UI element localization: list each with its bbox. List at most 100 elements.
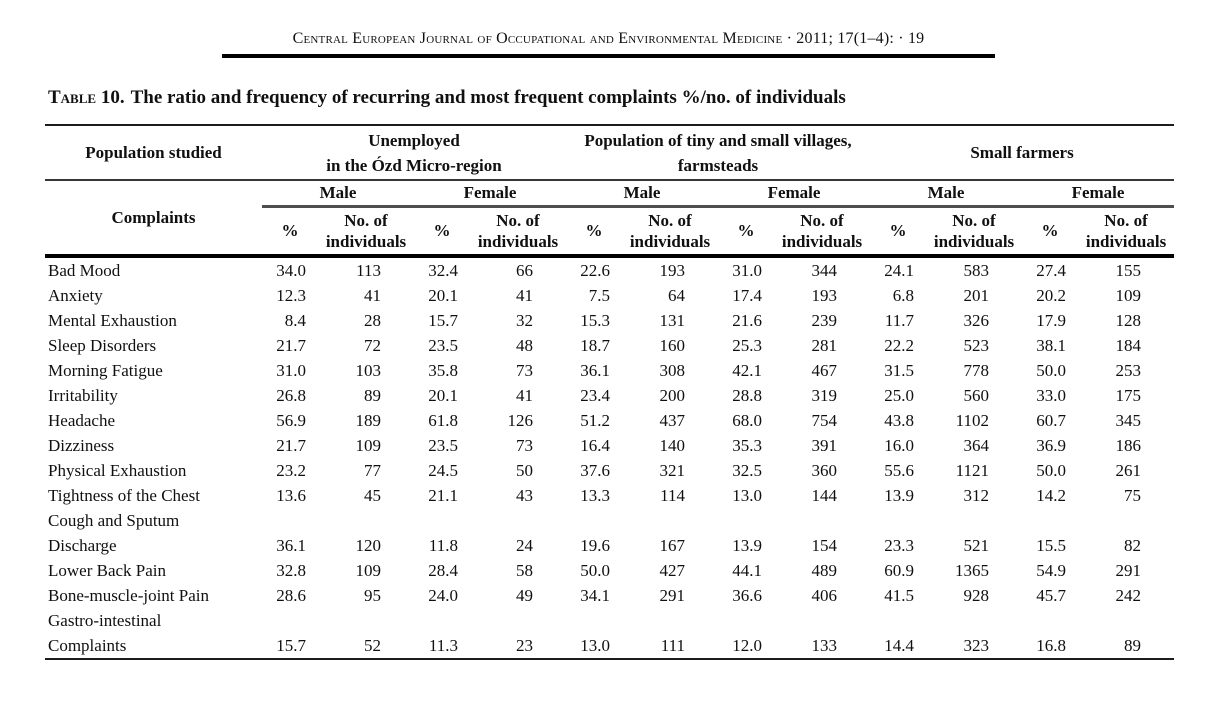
- percent-value-cell: 31.0: [276, 361, 306, 380]
- individuals-value-cell: 113: [356, 261, 381, 280]
- individuals-value-cell: 144: [811, 486, 838, 505]
- complaint-row: Morning Fatigue 31.0 103 35.8 73 36.1 308 42.1 4…: [45, 358, 1174, 383]
- individuals-value-cell: 160: [659, 336, 686, 355]
- individuals-value-cell: 201: [963, 286, 990, 305]
- individuals-value-cell: 242: [1115, 586, 1142, 605]
- individuals-value-cell: 128: [1115, 311, 1142, 330]
- individuals-value-cell: 109: [1115, 286, 1142, 305]
- individuals-value-cell: 73: [516, 361, 533, 380]
- percent-value-cell: 25.3: [732, 336, 762, 355]
- percent-value-cell: 21.6: [732, 311, 762, 330]
- individuals-value-cell: 467: [811, 361, 838, 380]
- percent-value-cell: 16.0: [884, 436, 915, 455]
- individuals-value-cell: 583: [963, 261, 990, 280]
- individuals-value-cell: 364: [963, 436, 990, 455]
- female-header: Female: [718, 180, 871, 208]
- table-title-text: The ratio and frequency of recurring and…: [130, 87, 846, 108]
- individuals-value-cell: 928: [963, 586, 990, 605]
- percent-value-cell: 12.0: [732, 636, 762, 655]
- individuals-value-cell: 126: [507, 411, 534, 430]
- individuals-value-cell: 103: [355, 361, 382, 380]
- percent-value-cell: 32.4: [428, 261, 458, 280]
- individuals-value-cell: 186: [1115, 436, 1142, 455]
- individuals-value-cell: 308: [659, 361, 686, 380]
- percent-value-cell: 55.6: [884, 461, 915, 480]
- percent-value-cell: 21.7: [276, 336, 306, 355]
- individuals-value-cell: 41: [516, 286, 533, 305]
- percent-value-cell: 11.7: [884, 311, 915, 330]
- no-of-individuals-header: No. of individuals: [774, 206, 871, 258]
- percent-value-cell: 38.1: [1036, 336, 1067, 355]
- complaint-label: Bone-muscle-joint Pain: [48, 586, 210, 605]
- percent-value-cell: 50.0: [580, 561, 610, 580]
- percent-value-cell: 68.0: [732, 411, 762, 430]
- individuals-value-cell: 52: [364, 636, 381, 655]
- complaint-row: Tightness of the Chest 13.6 45 21.1 43 13.3 11…: [45, 483, 1174, 508]
- percent-header: %: [1022, 206, 1079, 258]
- percent-value-cell: 23.5: [428, 336, 458, 355]
- percent-value-cell: 28.6: [276, 586, 306, 605]
- individuals-value-cell: 114: [660, 486, 685, 505]
- individuals-value-cell: 1102: [955, 411, 990, 430]
- percent-value-cell: 61.8: [428, 411, 458, 430]
- complaints-table-body: Bad Mood 34.0 113 32.4 66 22.6 193 31.0 344 24.1 5…: [45, 256, 1174, 659]
- percent-value-cell: 21.7: [276, 436, 306, 455]
- individuals-value-cell: 43: [516, 486, 533, 505]
- individuals-value-cell: 58: [516, 561, 533, 580]
- individuals-value-cell: 321: [659, 461, 686, 480]
- individuals-value-cell: 155: [1115, 261, 1142, 280]
- individuals-value-cell: 66: [516, 261, 533, 280]
- individuals-value-cell: 73: [516, 436, 533, 455]
- no-of-individuals-header: No. of individuals: [470, 206, 566, 258]
- complaint-label: Bad Mood: [48, 261, 121, 280]
- complaint-row: Sleep Disorders 21.7 72 23.5 48 18.7 160 25.3 28…: [45, 333, 1174, 358]
- individuals-value-cell: 523: [963, 336, 990, 355]
- percent-value-cell: 36.1: [276, 536, 306, 555]
- percent-value-cell: 22.6: [580, 261, 610, 280]
- percent-value-cell: 24.5: [428, 461, 458, 480]
- male-header: Male: [566, 180, 718, 208]
- individuals-value-cell: 281: [811, 336, 838, 355]
- individuals-value-cell: 41: [516, 386, 533, 405]
- percent-value-cell: 34.1: [580, 586, 610, 605]
- individuals-value-cell: 319: [811, 386, 838, 405]
- percent-value-cell: 42.1: [732, 361, 762, 380]
- individuals-value-cell: 24: [516, 536, 533, 555]
- complaint-label: Morning Fatigue: [48, 361, 163, 380]
- percent-value-cell: 50.0: [1036, 361, 1067, 380]
- percent-value-cell: 12.3: [276, 286, 306, 305]
- percent-value-cell: 60.9: [884, 561, 915, 580]
- individuals-value-cell: 133: [811, 636, 838, 655]
- individuals-value-cell: 167: [659, 536, 686, 555]
- percent-value-cell: 15.7: [276, 636, 306, 655]
- no-of-individuals-header: No. of individuals: [622, 206, 718, 258]
- percent-value-cell: 15.5: [1036, 536, 1067, 555]
- individuals-value-cell: 326: [963, 311, 990, 330]
- individuals-value-cell: 82: [1124, 536, 1142, 555]
- individuals-value-cell: 184: [1115, 336, 1142, 355]
- percent-value-cell: 23.2: [276, 461, 306, 480]
- percent-header: %: [718, 206, 774, 258]
- individuals-value-cell: 193: [811, 286, 838, 305]
- percent-value-cell: 56.9: [276, 411, 306, 430]
- complaint-row: Cough and Sputum Discharge 36.1 120 11.8 24 1…: [45, 508, 1174, 558]
- percent-value-cell: 54.9: [1036, 561, 1067, 580]
- complaint-row: Bad Mood 34.0 113 32.4 66 22.6 193 31.0 344 24.1 5…: [45, 256, 1174, 283]
- male-header: Male: [262, 180, 414, 208]
- individuals-value-cell: 345: [1115, 411, 1142, 430]
- individuals-value-cell: 32: [516, 311, 533, 330]
- individuals-value-cell: 140: [659, 436, 686, 455]
- individuals-value-cell: 427: [659, 561, 686, 580]
- individuals-value-cell: 1121: [955, 461, 990, 480]
- percent-value-cell: 26.8: [276, 386, 306, 405]
- individuals-value-cell: 109: [355, 561, 382, 580]
- percent-value-cell: 45.7: [1036, 586, 1067, 605]
- percent-header: %: [870, 206, 927, 258]
- percent-value-cell: 50.0: [1036, 461, 1067, 480]
- complaint-label: Lower Back Pain: [48, 561, 167, 580]
- table-title: Table 10. The ratio and frequency of recu…: [48, 87, 1226, 109]
- percent-value-cell: 41.5: [884, 586, 915, 605]
- percent-value-cell: 32.5: [732, 461, 762, 480]
- complaint-label: Dizziness: [48, 436, 115, 455]
- individuals-value-cell: 72: [364, 336, 381, 355]
